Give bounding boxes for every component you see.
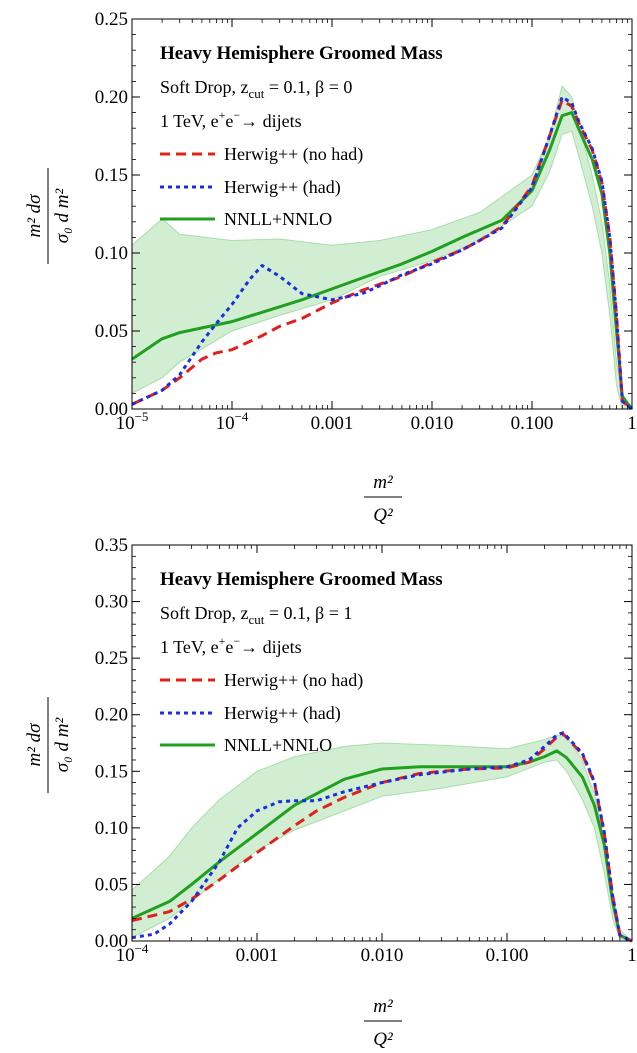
legend-label-nnll: NNLL+NNLO bbox=[224, 735, 332, 755]
x-tick-label: 0.100 bbox=[511, 413, 554, 434]
subtitle-line-2: 1 TeV, e+e−→ dijets bbox=[160, 634, 302, 657]
x-tick-label: 1 bbox=[627, 413, 637, 434]
plot-frame bbox=[131, 18, 633, 410]
series-line-herwig-no-had bbox=[131, 98, 633, 411]
y-tick-label: 0.20 bbox=[95, 87, 128, 108]
uncertainty-band bbox=[131, 85, 633, 410]
series-line-nnll-nnlo bbox=[131, 111, 634, 410]
x-axis-label: m² Q² bbox=[364, 996, 402, 1050]
y-tick-label: 0.10 bbox=[95, 818, 128, 839]
y-axis-label: m² dσ σ₀ d m² bbox=[24, 168, 73, 264]
subtitle-line-1: Soft Drop, zcut = 0.1, β = 0 bbox=[160, 77, 352, 101]
svg-text:m²: m² bbox=[373, 996, 393, 1017]
legend: Herwig++ (no had) Herwig++ (had) NNLL+NN… bbox=[160, 144, 363, 229]
x-tick-label: 10−4 bbox=[216, 409, 249, 434]
series-lines bbox=[131, 95, 634, 411]
uncertainty-band bbox=[131, 734, 634, 942]
svg-text:m² dσ: m² dσ bbox=[24, 723, 45, 767]
chart-top: 0.00 0.05 0.10 0.15 0.20 0.25 10−5 10−4 0.001 0.… bbox=[24, 9, 637, 526]
tick-marks bbox=[131, 18, 633, 410]
y-tick-label: 0.00 bbox=[95, 399, 128, 420]
y-tick-label: 0.05 bbox=[95, 874, 128, 895]
y-tick-label: 0.05 bbox=[95, 321, 128, 342]
y-tick-label: 0.30 bbox=[95, 592, 128, 613]
x-tick-label: 0.001 bbox=[311, 413, 354, 434]
legend-label-no-had: Herwig++ (no had) bbox=[224, 670, 363, 691]
y-tick-label: 0.15 bbox=[95, 165, 128, 186]
x-axis-label: m² Q² bbox=[364, 472, 402, 526]
x-tick-labels: 10−4 0.001 0.010 0.100 1 bbox=[116, 941, 637, 966]
chart-title: Heavy Hemisphere Groomed Mass bbox=[160, 43, 443, 64]
y-tick-label: 0.25 bbox=[95, 9, 128, 30]
y-tick-label: 0.00 bbox=[95, 931, 128, 952]
y-tick-label: 0.35 bbox=[95, 535, 128, 556]
subtitle-line-1: Soft Drop, zcut = 0.1, β = 1 bbox=[160, 603, 352, 627]
x-tick-label: 0.001 bbox=[236, 945, 279, 966]
x-tick-label: 1 bbox=[627, 945, 637, 966]
legend-label-no-had: Herwig++ (no had) bbox=[224, 144, 363, 165]
chart-title: Heavy Hemisphere Groomed Mass bbox=[160, 569, 443, 590]
chart-bottom: 0.000.050.100.150.200.250.300.35 10−4 0.0… bbox=[24, 535, 637, 1050]
uncertainty-band-area bbox=[131, 85, 633, 410]
svg-text:σ₀ d m²: σ₀ d m² bbox=[52, 718, 73, 773]
uncertainty-band-area bbox=[131, 734, 634, 942]
y-tick-label: 0.15 bbox=[95, 761, 128, 782]
series-line-herwig-had bbox=[131, 731, 633, 943]
legend-label-had: Herwig++ (had) bbox=[224, 703, 341, 724]
legend-label-had: Herwig++ (had) bbox=[224, 177, 341, 198]
legend: Herwig++ (no had) Herwig++ (had) NNLL+NN… bbox=[160, 670, 363, 755]
y-tick-label: 0.25 bbox=[95, 648, 128, 669]
svg-text:Q²: Q² bbox=[373, 1029, 393, 1050]
y-axis-label: m² dσ σ₀ d m² bbox=[24, 697, 73, 793]
x-tick-labels: 10−5 10−4 0.001 0.010 0.100 1 bbox=[116, 409, 637, 434]
y-tick-label: 0.10 bbox=[95, 243, 128, 264]
svg-text:m² dσ: m² dσ bbox=[24, 194, 45, 238]
y-tick-label: 0.20 bbox=[95, 705, 128, 726]
svg-text:σ₀ d m²: σ₀ d m² bbox=[52, 189, 73, 244]
x-tick-label: 0.010 bbox=[411, 413, 454, 434]
series-line-herwig-had bbox=[131, 95, 633, 411]
series-lines bbox=[131, 731, 633, 943]
subtitle-line-2: 1 TeV, e+e−→ dijets bbox=[160, 108, 302, 131]
legend-label-nnll: NNLL+NNLO bbox=[224, 209, 332, 229]
x-tick-label: 10−4 bbox=[116, 941, 149, 966]
y-tick-labels: 0.00 0.05 0.10 0.15 0.20 0.25 bbox=[95, 9, 128, 420]
y-tick-labels: 0.00 0.05 0.10 0.15 0.20 0.25 0.30 0.35 bbox=[95, 535, 128, 952]
tick-marks bbox=[131, 544, 633, 942]
svg-text:m²: m² bbox=[373, 472, 393, 493]
x-tick-label: 10−5 bbox=[116, 409, 149, 434]
svg-text:Q²: Q² bbox=[373, 505, 393, 526]
x-tick-label: 0.100 bbox=[486, 945, 529, 966]
x-tick-label: 0.010 bbox=[361, 945, 404, 966]
